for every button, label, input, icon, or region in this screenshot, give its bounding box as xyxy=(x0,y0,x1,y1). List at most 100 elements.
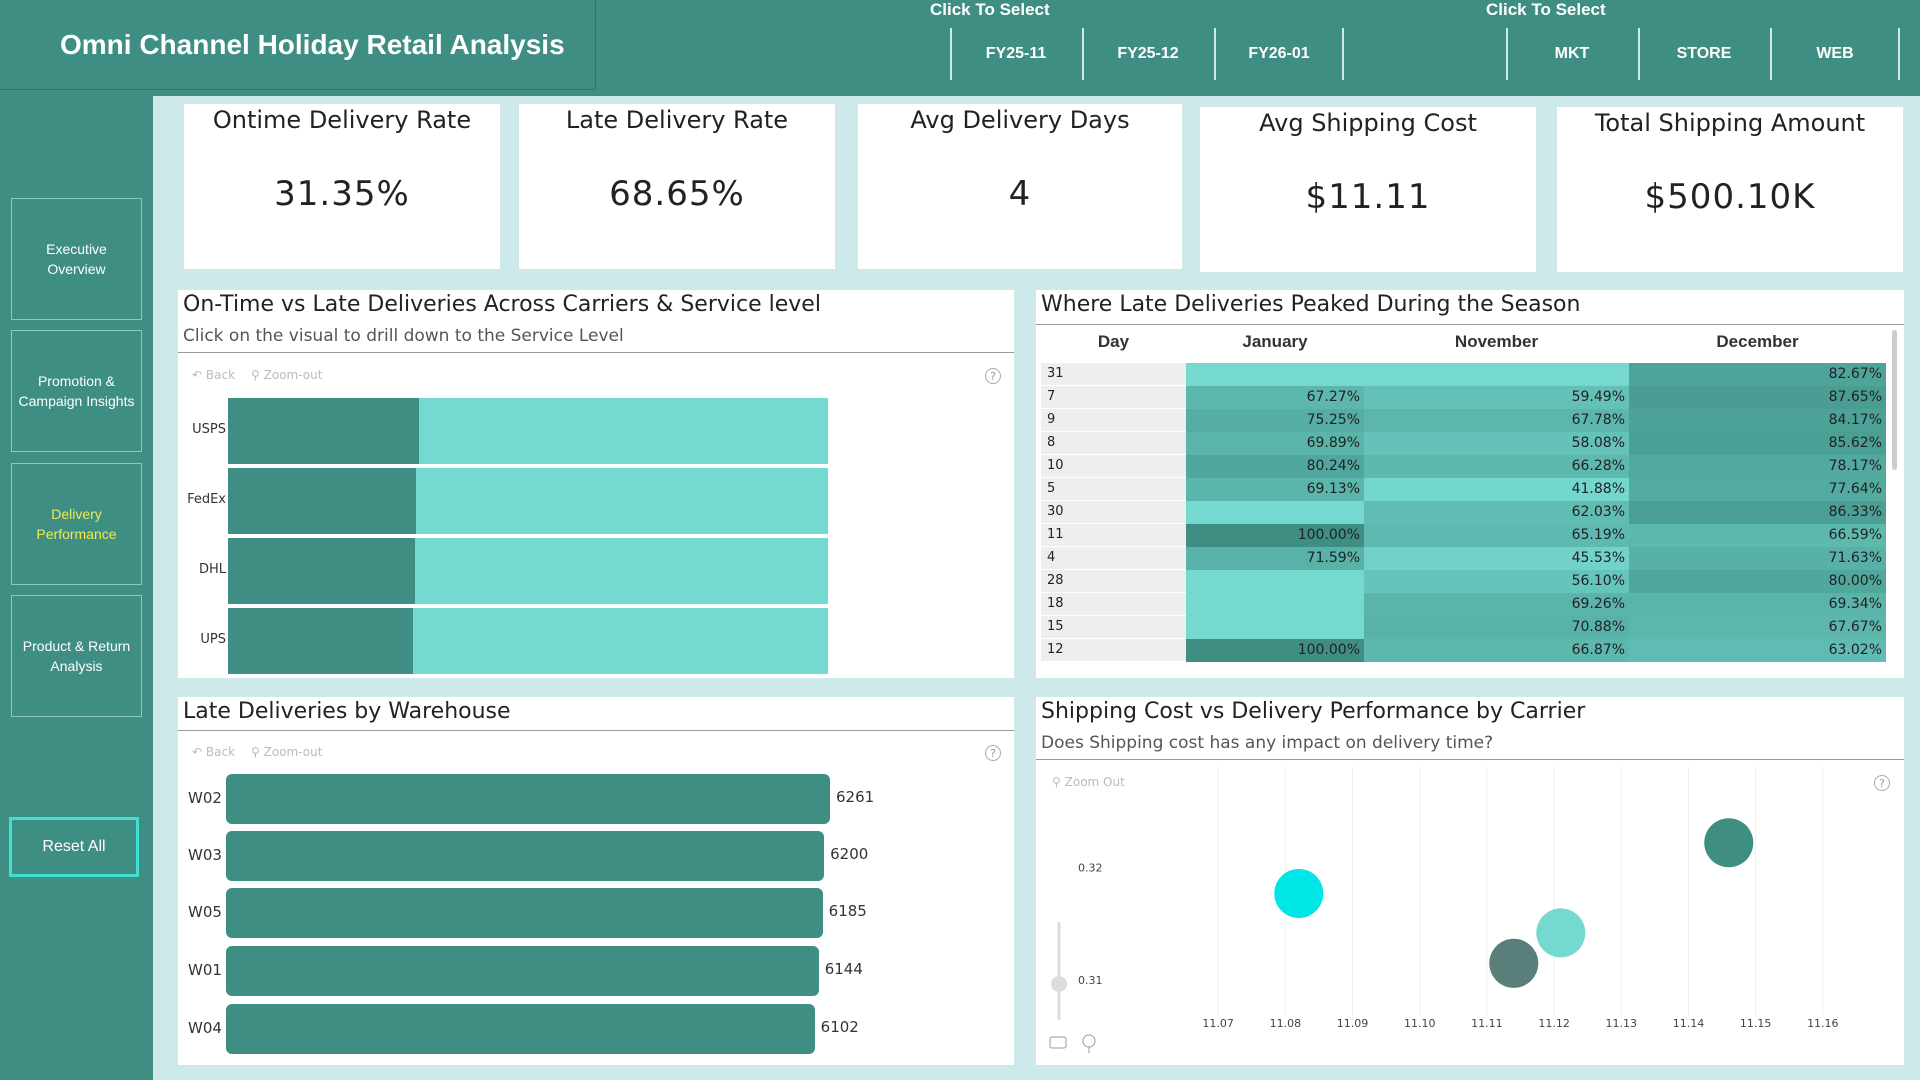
channel-button-web[interactable]: WEB xyxy=(1770,28,1900,80)
matrix-row[interactable]: 12 100.00% 66.87% 63.02% xyxy=(1041,639,1886,662)
matrix-row[interactable]: 4 71.59% 45.53% 71.63% xyxy=(1041,547,1886,570)
help-icon[interactable]: ? xyxy=(1874,775,1890,791)
matrix-value-cell-january: 100.00% xyxy=(1186,639,1364,662)
matrix-value-cell-december: 71.63% xyxy=(1629,547,1886,570)
carrier-row[interactable]: FedEx xyxy=(178,468,1008,534)
matrix-row[interactable]: 9 75.25% 67.78% 84.17% xyxy=(1041,409,1886,432)
x-tick-label: 11.14 xyxy=(1673,1017,1705,1030)
zoom-out-button[interactable]: ⚲ Zoom-out xyxy=(251,745,322,759)
back-button[interactable]: ↶ Back xyxy=(192,368,235,382)
matrix-row[interactable]: 8 69.89% 58.08% 85.62% xyxy=(1041,432,1886,455)
matrix-row[interactable]: 28 56.10% 80.00% xyxy=(1041,570,1886,593)
matrix-value-cell-december: 82.67% xyxy=(1629,363,1886,386)
nav-executive-overview[interactable]: Executive Overview xyxy=(11,198,142,320)
matrix-row[interactable]: 7 67.27% 59.49% 87.65% xyxy=(1041,386,1886,409)
warehouse-row[interactable]: W02 6261 xyxy=(178,774,1008,824)
matrix-value-cell-november: 62.03% xyxy=(1364,501,1629,524)
late-bar-segment[interactable] xyxy=(419,398,828,464)
channel-button-mkt[interactable]: MKT xyxy=(1506,28,1636,80)
warehouse-row[interactable]: W01 6144 xyxy=(178,946,1008,996)
carrier-row[interactable]: UPS xyxy=(178,608,1008,674)
ontime-bar-segment[interactable] xyxy=(228,538,415,604)
x-tick-label: 11.09 xyxy=(1337,1017,1369,1030)
matrix-value-cell-january: 67.27% xyxy=(1186,386,1364,409)
reset-all-button[interactable]: Reset All xyxy=(9,817,139,877)
matrix-value-cell-january: 69.13% xyxy=(1186,478,1364,501)
help-icon[interactable]: ? xyxy=(985,745,1001,761)
matrix-value-cell-december: 67.67% xyxy=(1629,616,1886,639)
matrix-scrollbar[interactable] xyxy=(1892,330,1897,470)
x-tick-label: 11.12 xyxy=(1538,1017,1570,1030)
ontime-bar-segment[interactable] xyxy=(228,468,417,534)
kpi-value: 31.35% xyxy=(274,174,410,214)
matrix-value-cell-december: 77.64% xyxy=(1629,478,1886,501)
period-button-fy25-11[interactable]: FY25-11 xyxy=(950,28,1080,80)
matrix-value-cell-january: 71.59% xyxy=(1186,547,1364,570)
matrix-row[interactable]: 18 69.26% 69.34% xyxy=(1041,593,1886,616)
warehouse-value-label: 6185 xyxy=(828,902,867,920)
warehouse-bar[interactable] xyxy=(226,1004,815,1054)
panel-divider xyxy=(178,352,1014,353)
back-button[interactable]: ↶ Back xyxy=(192,745,235,759)
matrix-day-cell: 15 xyxy=(1041,616,1186,639)
matrix-day-cell: 10 xyxy=(1041,455,1186,478)
scatter-chart[interactable]: 11.07 11.08 11.09 11.10 11.11 11.12 11.13 11.14… xyxy=(1036,697,1904,1065)
nav-delivery-performance[interactable]: Delivery Performance xyxy=(11,463,142,585)
warehouse-chart-panel: Late Deliveries by Warehouse ↶ Back ⚲ Zo… xyxy=(178,697,1014,1065)
scatter-point[interactable] xyxy=(1704,818,1754,868)
matrix-day-cell: 30 xyxy=(1041,501,1186,524)
matrix-row[interactable]: 31 82.67% xyxy=(1041,363,1886,386)
scatter-point[interactable] xyxy=(1536,908,1586,958)
visual-toolbar: ↶ Back ⚲ Zoom-out xyxy=(192,745,322,759)
matrix-value-cell-december: 84.17% xyxy=(1629,409,1886,432)
matrix-row[interactable]: 5 69.13% 41.88% 77.64% xyxy=(1041,478,1886,501)
matrix-value-cell-january xyxy=(1186,570,1364,593)
period-button-fy25-12[interactable]: FY25-12 xyxy=(1082,28,1212,80)
matrix-row[interactable]: 11 100.00% 65.19% 66.59% xyxy=(1041,524,1886,547)
help-icon[interactable]: ? xyxy=(985,368,1001,384)
matrix-value-cell-november: 59.49% xyxy=(1364,386,1629,409)
warehouse-label: W03 xyxy=(188,846,222,864)
zoom-slider-handle[interactable] xyxy=(1051,976,1067,992)
warehouse-row[interactable]: W05 6185 xyxy=(178,888,1008,938)
warehouse-bar[interactable] xyxy=(226,831,825,881)
matrix-day-cell: 28 xyxy=(1041,570,1186,593)
zoom-icon: ⚲ xyxy=(251,745,260,759)
pin-icon[interactable] xyxy=(1082,1034,1096,1048)
header-bar: Omni Channel Holiday Retail Analysis Cli… xyxy=(0,0,1920,96)
channel-button-store[interactable]: STORE xyxy=(1638,28,1768,80)
zoom-out-button[interactable]: ⚲ Zoom-out xyxy=(251,368,322,382)
warehouse-bar[interactable] xyxy=(226,946,819,996)
matrix-row[interactable]: 15 70.88% 67.67% xyxy=(1041,616,1886,639)
scatter-point[interactable] xyxy=(1489,938,1539,988)
matrix-header-january: January xyxy=(1242,332,1308,351)
ontime-bar-segment[interactable] xyxy=(228,398,420,464)
zoom-out-button[interactable]: ⚲ Zoom Out xyxy=(1052,775,1125,789)
carrier-row[interactable]: USPS xyxy=(178,398,1008,464)
late-bar-segment[interactable] xyxy=(414,538,828,604)
matrix-value-cell-december: 86.33% xyxy=(1629,501,1886,524)
carrier-chart-panel: On-Time vs Late Deliveries Across Carrie… xyxy=(178,290,1014,678)
warehouse-bar[interactable] xyxy=(226,774,830,824)
ontime-bar-segment[interactable] xyxy=(228,608,414,674)
matrix-value-cell-january xyxy=(1186,363,1364,386)
warehouse-row[interactable]: W03 6200 xyxy=(178,831,1008,881)
late-bar-segment[interactable] xyxy=(413,608,828,674)
x-tick-label: 11.11 xyxy=(1471,1017,1503,1030)
warehouse-bar[interactable] xyxy=(226,888,823,938)
warehouse-row[interactable]: W04 6102 xyxy=(178,1004,1008,1054)
matrix-day-cell: 5 xyxy=(1041,478,1186,501)
matrix-row[interactable]: 10 80.24% 66.28% 78.17% xyxy=(1041,455,1886,478)
scatter-point[interactable] xyxy=(1274,868,1324,918)
nav-promotion-campaign-insights[interactable]: Promotion & Campaign Insights xyxy=(11,330,142,452)
nav-product-return-analysis[interactable]: Product & Return Analysis xyxy=(11,595,142,717)
matrix-row[interactable]: 30 62.03% 86.33% xyxy=(1041,501,1886,524)
carrier-row[interactable]: DHL xyxy=(178,538,1008,604)
kpi-label: Ontime Delivery Rate xyxy=(212,106,472,134)
late-bar-segment[interactable] xyxy=(416,468,828,534)
period-button-fy26-01[interactable]: FY26-01 xyxy=(1214,28,1344,80)
warehouse-value-label: 6200 xyxy=(830,845,869,863)
fit-view-icon[interactable] xyxy=(1049,1036,1067,1049)
panel-title: Where Late Deliveries Peaked During the … xyxy=(1041,292,1581,317)
matrix-value-cell-january: 80.24% xyxy=(1186,455,1364,478)
